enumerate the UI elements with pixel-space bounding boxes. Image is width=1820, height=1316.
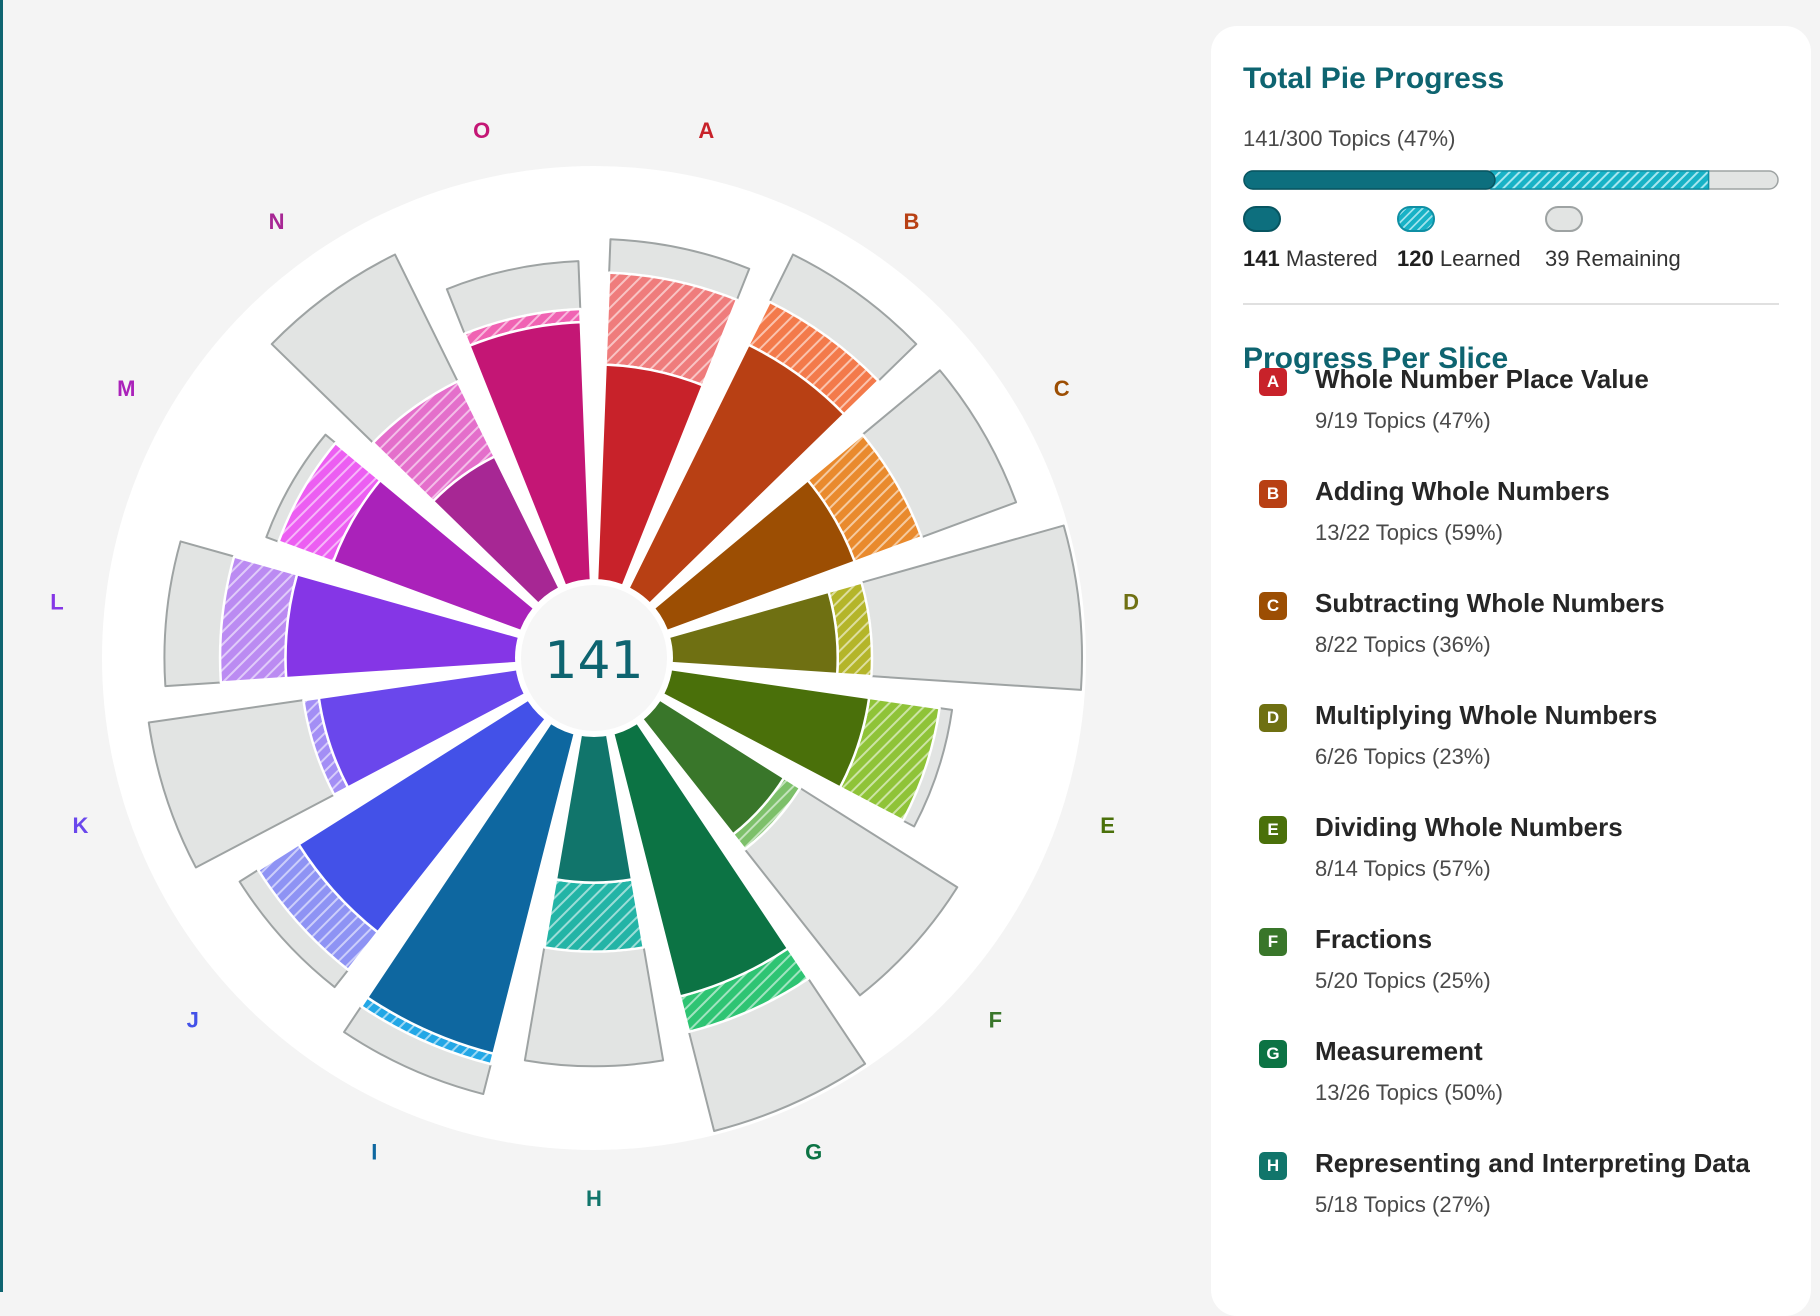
slice-stats-g: 13/26 Topics (50%) (1315, 1080, 1503, 1105)
slice-label-a: A (698, 118, 714, 143)
mastered-legend-label: 141 Mastered (1243, 246, 1378, 272)
slice-label-o: O (473, 118, 490, 143)
slice-badge-g: G (1259, 1040, 1287, 1068)
slice-label-l: L (50, 590, 63, 615)
progress-rose-chart: A B C D E F G H I J K L M N O 141 (50, 118, 1139, 1211)
slice-label-f: F (989, 1007, 1002, 1032)
learned-legend-swatch (1397, 206, 1435, 232)
slice-h-learned-segment[interactable] (543, 878, 645, 953)
total-progress-heading: Total Pie Progress (1243, 62, 1505, 95)
slice-label-e: E (1100, 813, 1115, 838)
slice-label-j: J (187, 1007, 199, 1032)
slice-stats-e: 8/14 Topics (57%) (1315, 856, 1491, 881)
remaining-text: Remaining (1575, 246, 1681, 271)
slice-badge-a: A (1259, 368, 1287, 396)
total-progress-summary: 141/300 Topics (47%) (1243, 126, 1456, 151)
slice-item-f[interactable]: F Fractions 5/20 Topics (25%) (1259, 924, 1799, 1018)
slice-badge-h: H (1259, 1152, 1287, 1180)
slice-name-f: Fractions (1315, 924, 1433, 954)
slice-item-g[interactable]: G Measurement 13/26 Topics (50%) (1259, 1036, 1799, 1130)
slice-name-d: Multiplying Whole Numbers (1315, 700, 1658, 730)
slice-name-a: Whole Number Place Value (1315, 364, 1649, 394)
mastered-legend-swatch (1243, 206, 1281, 232)
slice-progress-heading: Progress Per Slice (1243, 342, 1509, 375)
slice-name-c: Subtracting Whole Numbers (1315, 588, 1665, 618)
slice-label-m: M (117, 376, 135, 401)
center-circle (515, 579, 673, 737)
slice-item-c[interactable]: C Subtracting Whole Numbers 8/22 Topics (3… (1259, 588, 1799, 682)
learned-text: Learned (1439, 246, 1521, 271)
mastered-count: 141 (1243, 246, 1280, 271)
slice-stats-d: 6/26 Topics (23%) (1315, 744, 1491, 769)
progress-learned-segment (1490, 170, 1710, 190)
slice-item-e[interactable]: E Dividing Whole Numbers 8/14 Topics (57%) (1259, 812, 1799, 906)
slice-label-i: I (371, 1139, 377, 1164)
remaining-legend-label: 39 Remaining (1545, 246, 1681, 272)
slice-name-h: Representing and Interpreting Data (1315, 1148, 1750, 1178)
remaining-legend-swatch (1545, 206, 1583, 232)
slice-badge-d: D (1259, 704, 1287, 732)
slice-stats-a: 9/19 Topics (47%) (1315, 408, 1491, 433)
slice-item-h[interactable]: H Representing and Interpreting Data 5/18 … (1259, 1148, 1799, 1242)
slice-stats-f: 5/20 Topics (25%) (1315, 968, 1491, 993)
slice-label-g: G (805, 1139, 822, 1164)
slice-label-b: B (903, 209, 919, 234)
learned-legend-label: 120 Learned (1397, 246, 1521, 272)
slice-label-k: K (72, 813, 88, 838)
progress-panel: Total Pie Progress 141/300 Topics (47%) … (1211, 26, 1811, 1316)
slice-name-g: Measurement (1315, 1036, 1483, 1066)
slice-badge-e: E (1259, 816, 1287, 844)
slice-badge-b: B (1259, 480, 1287, 508)
pie-chart-area: A B C D E F G H I J K L M N O 141 (50, 118, 1139, 1211)
total-progress-bar (1243, 170, 1779, 190)
panel-divider (1243, 303, 1779, 305)
slice-badge-c: C (1259, 592, 1287, 620)
slice-label-d: D (1123, 590, 1139, 615)
slice-h-remaining-segment[interactable] (523, 946, 665, 1068)
learned-count: 120 (1397, 246, 1434, 271)
slice-item-a[interactable]: A Whole Number Place Value 9/19 Topics (47… (1259, 364, 1799, 458)
progress-mastered-segment (1243, 170, 1496, 190)
slice-item-d[interactable]: D Multiplying Whole Numbers 6/26 Topics (2… (1259, 700, 1799, 794)
slice-name-b: Adding Whole Numbers (1315, 476, 1610, 506)
mastered-text: Mastered (1285, 246, 1378, 271)
slice-label-n: N (269, 209, 285, 234)
slice-name-e: Dividing Whole Numbers (1315, 812, 1623, 842)
slice-stats-b: 13/22 Topics (59%) (1315, 520, 1503, 545)
slice-stats-h: 5/18 Topics (27%) (1315, 1192, 1491, 1217)
slice-badge-f: F (1259, 928, 1287, 956)
slice-stats-c: 8/22 Topics (36%) (1315, 632, 1491, 657)
slice-label-h: H (586, 1186, 602, 1211)
remaining-count: 39 (1545, 246, 1570, 271)
center-value: 141 (544, 631, 643, 691)
slice-item-b[interactable]: B Adding Whole Numbers 13/22 Topics (59%) (1259, 476, 1799, 570)
window-edge (0, 0, 3, 1292)
slice-label-c: C (1054, 376, 1070, 401)
